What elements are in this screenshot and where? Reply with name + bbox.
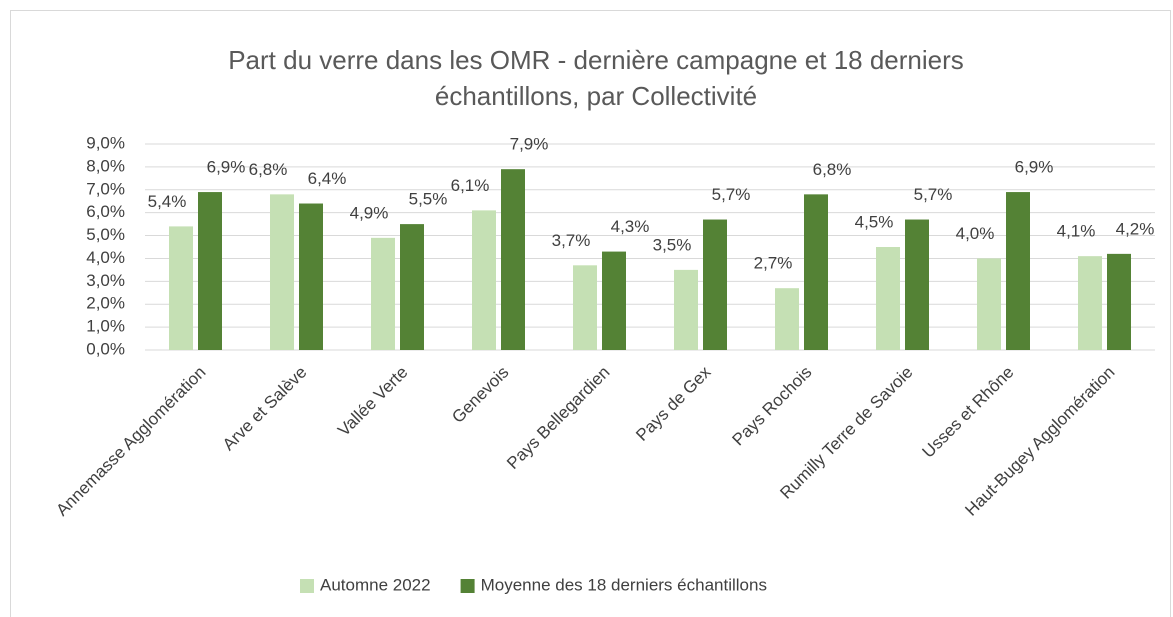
legend-label: Automne 2022 (320, 575, 431, 594)
data-label: 6,8% (249, 160, 288, 179)
data-label: 6,4% (308, 169, 347, 188)
x-tick-label: Vallée Verte (334, 363, 411, 440)
bar (1107, 253, 1131, 350)
data-label: 2,7% (754, 254, 793, 273)
data-label: 5,5% (409, 190, 448, 209)
y-tick-label: 0,0% (86, 339, 125, 358)
x-tick-label: Pays Rochois (729, 363, 816, 450)
x-tick-label: Arve et Salève (219, 363, 311, 455)
y-tick-label: 5,0% (86, 225, 125, 244)
bar (1078, 256, 1102, 350)
chart-title: Part du verre dans les OMR - dernière ca… (228, 45, 964, 111)
bar (1006, 192, 1030, 350)
bar (804, 194, 828, 350)
y-tick-label: 2,0% (86, 294, 125, 313)
legend-swatch (300, 579, 314, 593)
bar (703, 219, 727, 350)
data-label: 3,7% (552, 231, 591, 250)
bar (371, 237, 395, 350)
data-label: 4,3% (611, 217, 650, 236)
data-label: 6,8% (813, 160, 852, 179)
bar (400, 224, 424, 350)
data-label: 5,4% (148, 192, 187, 211)
bar (602, 251, 626, 350)
data-label: 4,5% (855, 212, 894, 231)
data-label: 5,7% (712, 185, 751, 204)
x-tick-label: Usses et Rhône (919, 363, 1018, 462)
y-tick-label: 8,0% (86, 156, 125, 175)
y-tick-label: 7,0% (86, 179, 125, 198)
bar (169, 226, 193, 350)
bar (299, 203, 323, 350)
legend-swatch (460, 579, 475, 593)
data-label: 6,1% (451, 176, 490, 195)
chart-frame (10, 10, 1171, 617)
x-tick-label: Genevois (448, 363, 512, 427)
data-label: 7,9% (510, 135, 549, 154)
bar (674, 269, 698, 350)
data-label: 4,2% (1116, 219, 1155, 238)
x-tick-label: Pays de Gex (632, 362, 715, 445)
data-label: 4,0% (956, 224, 995, 243)
y-tick-label: 9,0% (86, 133, 125, 152)
y-tick-label: 4,0% (86, 248, 125, 267)
legend-label: Moyenne des 18 derniers échantillons (481, 575, 767, 594)
bar (270, 194, 294, 350)
bar (775, 288, 799, 350)
y-tick-label: 3,0% (86, 271, 125, 290)
bar (472, 210, 496, 350)
x-tick-label: Pays Bellegardien (503, 363, 613, 473)
bar (198, 192, 222, 350)
bar (501, 169, 525, 350)
x-tick-label: Annemasse Agglomération (52, 363, 209, 520)
bar (977, 258, 1001, 350)
data-label: 6,9% (1015, 158, 1054, 177)
title-line: Part du verre dans les OMR - dernière ca… (228, 45, 964, 75)
data-label: 4,9% (350, 203, 389, 222)
y-tick-label: 1,0% (86, 317, 125, 336)
title-line: échantillons, par Collectivité (435, 81, 757, 111)
data-label: 6,9% (207, 158, 246, 177)
bar (905, 219, 929, 350)
y-tick-label: 6,0% (86, 202, 125, 221)
data-label: 5,7% (914, 185, 953, 204)
bar (573, 265, 597, 350)
data-label: 4,1% (1057, 222, 1096, 241)
bar (876, 247, 900, 350)
data-label: 3,5% (653, 235, 692, 254)
